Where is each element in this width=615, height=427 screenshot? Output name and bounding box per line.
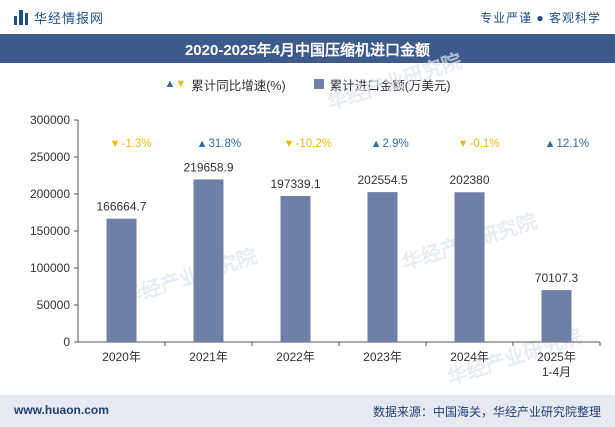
growth-up-arrow-icon-5: ▲ bbox=[545, 138, 556, 150]
x-tick-label-1: 2021年 bbox=[189, 350, 228, 364]
bar-value-label-1: 219658.9 bbox=[183, 160, 233, 174]
top-bar: 华经情报网 专业严谨 ● 客观科学 bbox=[0, 0, 615, 34]
growth-label-0: -1.3% bbox=[122, 138, 152, 150]
x-tick-label-3: 2023年 bbox=[363, 350, 402, 364]
bar-4 bbox=[454, 192, 485, 342]
bar-1 bbox=[193, 179, 224, 342]
brand-name: 华经情报网 bbox=[34, 11, 105, 26]
watermark-2: 华经产业研究院 bbox=[119, 244, 260, 310]
bar-5 bbox=[541, 290, 572, 342]
chart-area: 华经产业研究院华经产业研究院华经产业研究院华经产业研究院050000100000… bbox=[30, 49, 601, 390]
bar-value-label-2: 197339.1 bbox=[270, 177, 320, 191]
bar-0 bbox=[106, 218, 137, 342]
growth-label-4: -0.1% bbox=[470, 138, 500, 150]
x-tick-label-2: 2022年 bbox=[276, 350, 315, 364]
y-tick-label-4: 200000 bbox=[30, 187, 70, 201]
chart-title: 2020-2025年4月中国压缩机进口金额 bbox=[184, 42, 431, 59]
legend: ▲▼ 累计同比增速(%) 累计进口金额(万美元) bbox=[0, 75, 615, 93]
x-tick-label-5-line-1: 1-4月 bbox=[542, 365, 571, 379]
title-bar: 2020-2025年4月中国压缩机进口金额 bbox=[0, 34, 615, 63]
footer-source: 数据来源：中国海关，华经产业研究院整理 bbox=[372, 405, 601, 419]
y-tick-label-1: 50000 bbox=[37, 298, 71, 312]
y-tick-label-2: 100000 bbox=[30, 261, 70, 275]
brand: 华经情报网 bbox=[14, 8, 104, 27]
bar-value-label-3: 202554.5 bbox=[357, 173, 407, 187]
watermark-1: 华经产业研究院 bbox=[324, 49, 465, 115]
y-tick-label-6: 300000 bbox=[30, 113, 70, 127]
bar-2 bbox=[280, 195, 311, 342]
legend-label-amount: 累计进口金额(万美元) bbox=[329, 78, 451, 93]
growth-down-arrow-icon-0: ▼ bbox=[110, 138, 121, 150]
footer: www.huaon.com 数据来源：中国海关，华经产业研究院整理 bbox=[0, 395, 615, 427]
y-tick-label-3: 150000 bbox=[30, 224, 70, 238]
growth-down-arrow-icon-2: ▼ bbox=[284, 138, 295, 150]
legend-item-growth: ▲▼ 累计同比增速(%) bbox=[164, 75, 285, 94]
bar-value-label-4: 202380 bbox=[449, 173, 489, 187]
growth-up-arrow-icon-1: ▲ bbox=[197, 138, 208, 150]
x-tick-label-4: 2024年 bbox=[450, 350, 489, 364]
growth-label-2: -10.2% bbox=[296, 138, 332, 150]
legend-label-growth: 累计同比增速(%) bbox=[191, 78, 286, 93]
y-tick-label-5: 250000 bbox=[30, 150, 70, 164]
growth-label-3: 2.9% bbox=[383, 138, 409, 150]
growth-down-arrow-icon-4: ▼ bbox=[458, 138, 469, 150]
bar-value-label-5: 70107.3 bbox=[535, 271, 579, 285]
slogan: 专业严谨 ● 客观科学 bbox=[480, 11, 601, 25]
bar-3 bbox=[367, 192, 398, 342]
y-tick-label-0: 0 bbox=[63, 335, 70, 349]
up-down-arrow-icon: ▲▼ bbox=[164, 78, 187, 90]
x-tick-label-5-line-0: 2025年 bbox=[537, 350, 576, 364]
footer-website: www.huaon.com bbox=[14, 403, 109, 417]
legend-item-amount: 累计进口金额(万美元) bbox=[313, 75, 451, 94]
x-tick-label-0: 2020年 bbox=[102, 350, 141, 364]
growth-up-arrow-icon-3: ▲ bbox=[371, 138, 382, 150]
bar-value-label-0: 166664.7 bbox=[96, 200, 146, 214]
growth-label-1: 31.8% bbox=[209, 138, 242, 150]
legend-swatch-amount bbox=[313, 79, 324, 89]
growth-label-5: 12.1% bbox=[557, 138, 590, 150]
brand-logo-icon bbox=[14, 10, 28, 25]
